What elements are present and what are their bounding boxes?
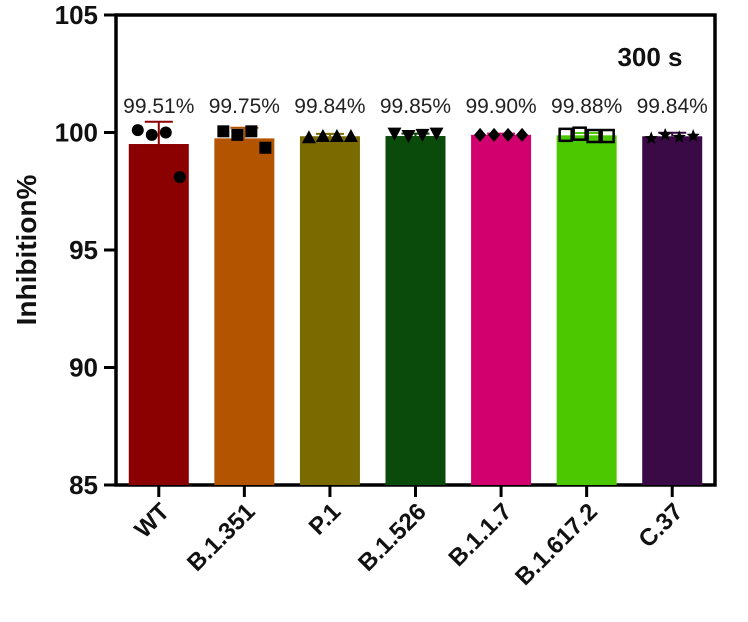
value-label: 99.90% xyxy=(465,95,536,118)
y-tick-label: 105 xyxy=(55,0,98,30)
data-point xyxy=(644,131,658,145)
data-point xyxy=(315,129,330,143)
bar xyxy=(299,136,360,485)
data-point xyxy=(600,128,615,144)
data-point xyxy=(217,125,230,138)
bar xyxy=(385,136,446,485)
data-point xyxy=(245,125,258,138)
x-tick-label: WT xyxy=(130,498,176,544)
data-point xyxy=(159,126,172,139)
value-label: 99.88% xyxy=(551,95,622,118)
y-tick-label: 90 xyxy=(69,353,98,383)
value-label: 99.75% xyxy=(209,95,280,118)
data-point xyxy=(231,128,244,141)
x-tick-label: B.1.617.2 xyxy=(510,498,603,591)
time-annotation: 300 s xyxy=(617,42,682,72)
data-point xyxy=(259,141,272,154)
y-tick-label: 95 xyxy=(69,235,98,265)
data-point xyxy=(329,129,344,143)
x-tick-label: B.1.1.7 xyxy=(443,498,517,572)
y-axis-label: Inhibition% xyxy=(11,174,42,325)
y-tick-label: 100 xyxy=(55,118,98,148)
data-point xyxy=(586,128,601,144)
data-point xyxy=(672,130,686,143)
data-point xyxy=(415,128,430,142)
value-label: 99.84% xyxy=(294,95,365,118)
data-point xyxy=(145,128,158,141)
data-point xyxy=(658,127,672,141)
data-point xyxy=(572,126,587,141)
x-tick-label: B.1.351 xyxy=(182,498,261,577)
data-labels: 99.51% 99.75% 99.84% 99.85% 99.90% 99.88% 99.8… xyxy=(123,95,708,118)
x-tick-label: C.37 xyxy=(634,498,689,553)
data-point xyxy=(474,127,487,142)
data-point xyxy=(401,130,416,144)
x-tick-label: P.1 xyxy=(304,498,346,540)
data-point xyxy=(488,127,501,142)
bar xyxy=(128,144,189,485)
x-tick-label: B.1.526 xyxy=(353,498,432,577)
bar xyxy=(471,134,532,485)
y-tick-label: 85 xyxy=(69,470,98,500)
data-point xyxy=(502,127,515,142)
bar xyxy=(642,136,703,485)
bar xyxy=(556,135,617,485)
data-point xyxy=(429,127,444,141)
value-label: 99.84% xyxy=(637,95,708,118)
bar xyxy=(214,138,275,485)
data-point xyxy=(686,129,700,142)
value-label: 99.51% xyxy=(123,95,194,118)
bars xyxy=(128,134,703,485)
data-point xyxy=(131,124,144,137)
data-point xyxy=(301,130,316,144)
data-point xyxy=(173,171,186,184)
value-label: 99.85% xyxy=(380,95,451,118)
data-point xyxy=(343,129,358,143)
data-point xyxy=(516,127,529,142)
scatter-points xyxy=(131,124,700,184)
data-point xyxy=(387,127,402,141)
data-point xyxy=(558,127,573,143)
